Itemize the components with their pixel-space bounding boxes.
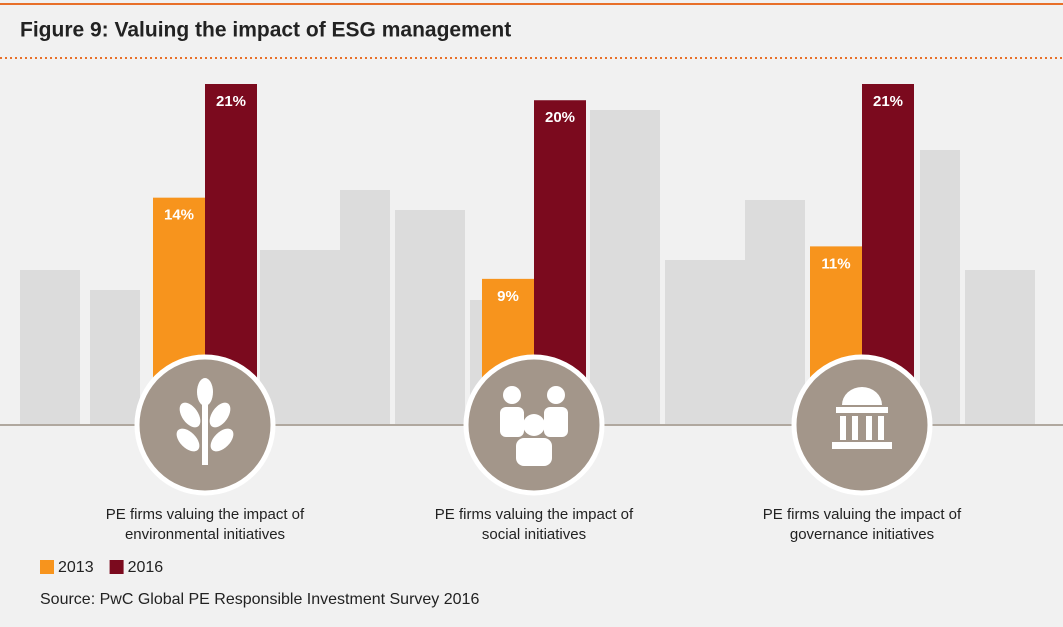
category-label: PE firms valuing the impact of governanc… <box>747 505 977 545</box>
data-label: 21% <box>873 93 903 110</box>
source-note: Source: PwC Global PE Responsible Invest… <box>40 591 479 608</box>
data-label: 20% <box>545 109 575 126</box>
legend-swatch <box>110 560 124 574</box>
data-label: 11% <box>821 255 850 272</box>
category-label: PE firms valuing the impact of environme… <box>90 505 320 545</box>
chart-title: Figure 9: Valuing the impact of ESG mana… <box>20 19 511 42</box>
legend: 2013 2016 <box>40 559 163 576</box>
data-label: 9% <box>497 288 519 305</box>
data-label: 21% <box>216 93 246 110</box>
data-label: 14% <box>164 207 194 224</box>
page: Figure 9: Valuing the impact of ESG mana… <box>0 0 1063 627</box>
legend-swatch <box>40 560 54 574</box>
category-label: PE firms valuing the impact of social in… <box>419 505 649 545</box>
legend-label: 2016 <box>128 559 164 576</box>
legend-label: 2013 <box>58 559 94 576</box>
